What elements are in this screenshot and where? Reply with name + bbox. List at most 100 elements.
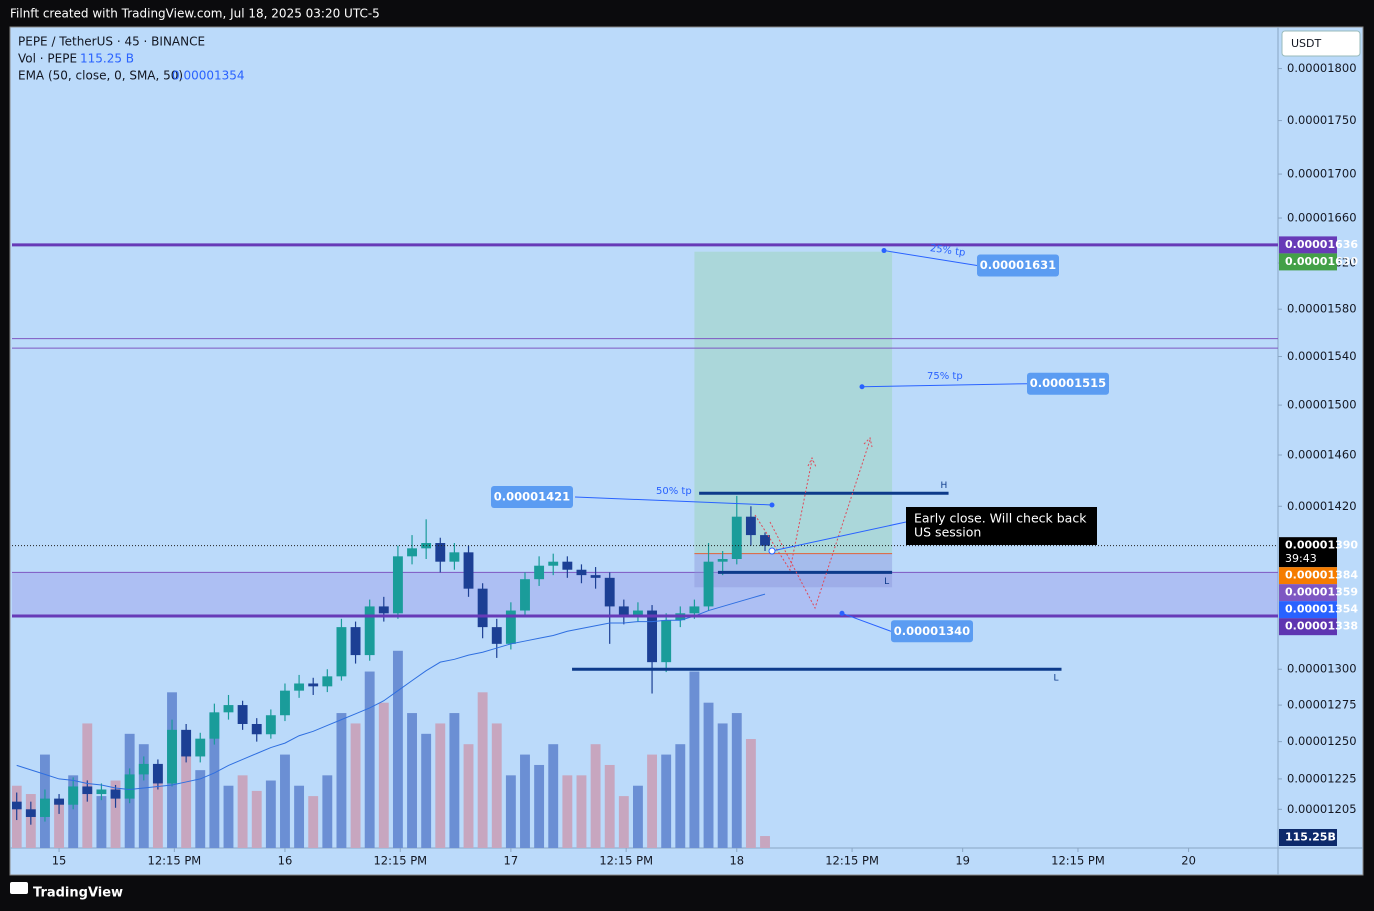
x-tick-label: 12:15 PM	[825, 854, 879, 868]
hl-label: L	[1054, 674, 1059, 684]
volume-bar	[717, 723, 728, 848]
volume-bar	[745, 739, 756, 848]
volume-bar	[520, 754, 530, 848]
candle-body	[392, 556, 403, 614]
volume-bar	[491, 723, 502, 848]
candle-body	[167, 729, 177, 784]
candle-body	[647, 610, 658, 663]
callout-anchor	[769, 502, 775, 508]
x-tick-label: 15	[52, 854, 67, 868]
price-tag	[1279, 236, 1337, 254]
volume-bar	[590, 744, 601, 848]
callout-label: 0.00001631	[980, 258, 1056, 272]
countdown: 39:43	[1285, 552, 1317, 565]
callout-line	[841, 612, 892, 632]
zone	[12, 572, 1278, 617]
candle-body	[378, 606, 389, 614]
candle-body	[25, 809, 36, 817]
volume-bar	[618, 796, 629, 848]
note-text: Early close. Will check back	[914, 511, 1087, 526]
volume-bar	[647, 754, 658, 848]
callout-anchor	[859, 384, 865, 390]
price-tag-label: 0.00001338	[1285, 620, 1358, 633]
position-target	[694, 251, 893, 554]
volume-bar	[336, 713, 347, 848]
price-tag	[1279, 567, 1337, 585]
candle-body	[505, 610, 516, 644]
x-tick-label: 19	[955, 854, 970, 868]
candle-body	[449, 552, 460, 562]
y-tick-label: 0.00001460	[1287, 447, 1357, 461]
callout-label: 0.00001515	[1030, 376, 1106, 390]
callout-box	[977, 254, 1059, 277]
y-tick-label: 0.00001540	[1287, 349, 1357, 363]
volume-bar	[407, 713, 417, 848]
x-tick-label: 18	[729, 854, 744, 868]
hl-label: L	[884, 577, 889, 587]
volume-bar	[96, 796, 107, 848]
volume-bar	[251, 790, 262, 848]
candle-body	[336, 627, 347, 677]
x-tick-label: 12:15 PM	[599, 854, 653, 868]
volume-bar	[265, 780, 276, 848]
ema-legend-value: 0.00001354	[172, 69, 245, 83]
y-tick-label: 0.00001700	[1287, 167, 1357, 181]
x-tick-label: 17	[504, 854, 519, 868]
volume-tag-label: 115.25B	[1285, 831, 1336, 844]
y-tick-label: 0.00001750	[1287, 113, 1357, 127]
price-tag-label: 0.00001359	[1285, 586, 1358, 599]
candle-body	[576, 569, 587, 576]
plot	[12, 243, 1278, 848]
y-tick-label: 0.00001660	[1287, 211, 1357, 225]
candle-body	[731, 516, 742, 560]
candle-body	[181, 729, 192, 757]
y-tick-label: 0.00001250	[1287, 734, 1357, 748]
volume-bar	[138, 744, 149, 848]
candle-body	[223, 705, 234, 713]
ema-line	[16, 593, 766, 790]
tp-label: 25% tp	[929, 243, 966, 259]
volume-bar	[689, 671, 700, 848]
candle-body	[745, 516, 756, 536]
candle-body	[604, 577, 615, 607]
volume-bar	[661, 754, 672, 848]
callout-label: 0.00001421	[494, 489, 570, 503]
price-tag-label: 0.00001384	[1285, 569, 1358, 582]
candle-body	[703, 561, 714, 607]
candle-body	[82, 786, 93, 795]
y-tick-label: 0.00001205	[1287, 802, 1357, 816]
callout-box	[491, 485, 573, 508]
candle-body	[54, 798, 65, 805]
volume-tag	[1279, 829, 1337, 846]
volume-bar	[308, 796, 319, 848]
candle-body	[435, 543, 446, 562]
callout-box	[891, 620, 973, 643]
candle-body	[661, 620, 672, 663]
volume-bar	[548, 744, 559, 848]
header: Filnft created with TradingView.com, Jul…	[10, 7, 380, 21]
y-tick-label: 0.00001300	[1287, 662, 1357, 676]
price-tag-label: 0.00001390	[1285, 539, 1358, 552]
candle-body	[294, 683, 305, 691]
volume-bar	[322, 775, 333, 848]
x-tick-label: 16	[278, 854, 293, 868]
volume-bar	[152, 764, 163, 848]
chart-background	[9, 26, 1364, 876]
currency-box[interactable]	[1281, 30, 1361, 57]
candle-body	[717, 559, 728, 562]
candle-body	[251, 723, 262, 735]
volume-bar	[449, 713, 460, 848]
x-tick-label: 20	[1181, 854, 1196, 868]
candle-body	[463, 552, 474, 589]
candle-body	[138, 763, 149, 775]
candle-body	[562, 561, 573, 570]
y-tick-label: 0.00001580	[1287, 302, 1357, 316]
y-tick-label: 0.00001800	[1287, 61, 1357, 75]
candle-body	[265, 715, 276, 735]
candle-body	[195, 738, 206, 757]
candle-body	[477, 588, 488, 628]
volume-bar	[675, 744, 686, 848]
x-tick-label: 12:15 PM	[1051, 854, 1105, 868]
candle-body	[12, 801, 22, 810]
